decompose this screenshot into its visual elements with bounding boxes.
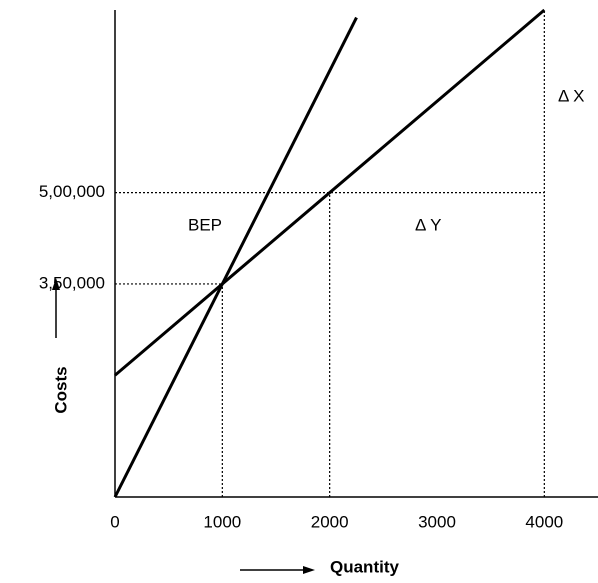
- x-tick-label: 3000: [418, 512, 456, 531]
- series-line: [114, 8, 546, 377]
- x-axis-label: Quantity: [330, 557, 399, 576]
- y-tick-label: 5,00,000: [39, 182, 105, 201]
- x-tick-label: 0: [110, 512, 119, 531]
- y-tick-label: 3,50,000: [39, 273, 105, 292]
- x-tick-label: 1000: [203, 512, 241, 531]
- y-arrowhead: [52, 278, 60, 290]
- series-line: [113, 16, 358, 498]
- annotation: BEP: [188, 215, 222, 234]
- annotation: Δ Y: [415, 215, 441, 234]
- x-tick-label: 2000: [311, 512, 349, 531]
- x-tick-label: 4000: [525, 512, 563, 531]
- y-axis-label: Costs: [51, 366, 70, 413]
- x-arrowhead: [303, 566, 315, 574]
- annotation: Δ X: [558, 86, 584, 105]
